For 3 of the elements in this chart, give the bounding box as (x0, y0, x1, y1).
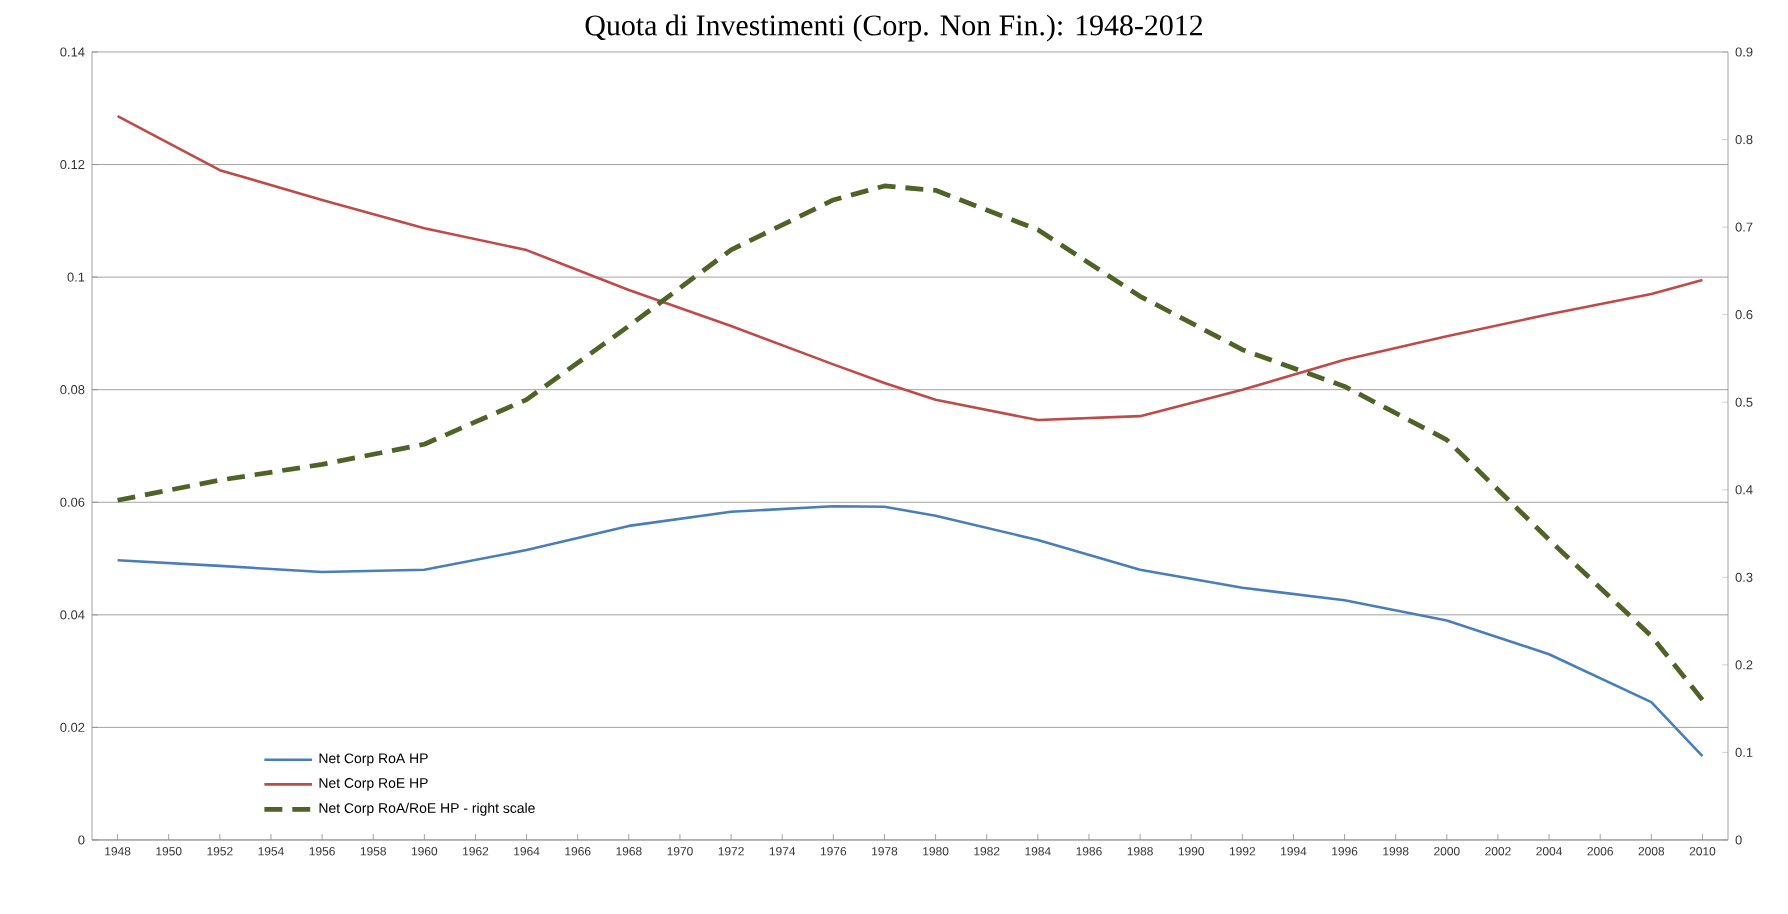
line-series (115, 183, 1705, 703)
chart-title: Quota di Investimenti (Corp. Non Fin.): 1948-2012 (585, 14, 1202, 42)
line-series (116, 114, 1704, 422)
